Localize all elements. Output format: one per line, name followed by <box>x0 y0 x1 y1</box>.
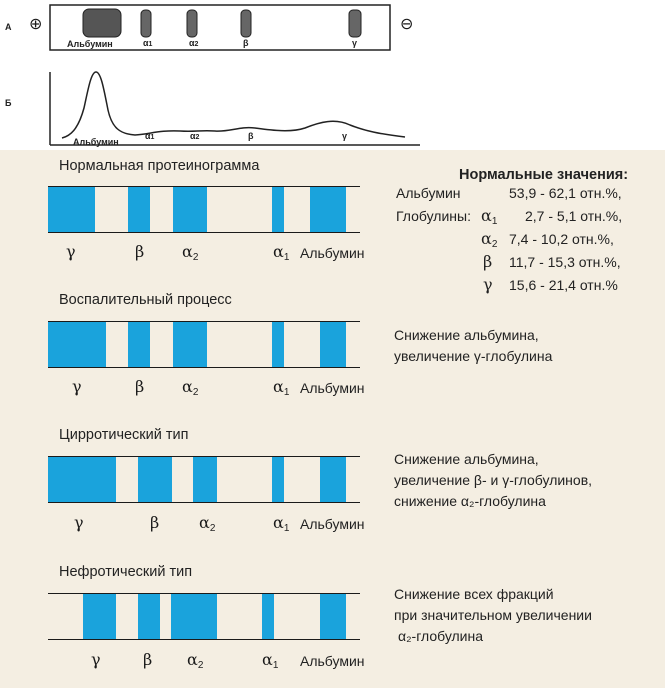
panel-b-alpha2-label: α2 <box>190 131 200 141</box>
pattern-cirrhotic-beta-label: β <box>150 513 160 532</box>
pattern-inflammatory-gamma-label: γ <box>72 377 82 396</box>
pattern-inflammatory-alpha2-label: α2 <box>182 377 199 398</box>
pattern-nephrotic-alpha2-label: α2 <box>187 650 204 671</box>
alpha1-band <box>272 187 284 232</box>
beta-spot <box>240 9 252 38</box>
beta-band <box>138 594 160 639</box>
pattern-cirrhotic-alpha2-label: α2 <box>199 513 216 534</box>
alpha1-band <box>272 322 284 367</box>
pattern-nephrotic-strip <box>48 593 360 640</box>
albumin-band <box>320 594 346 639</box>
panel-b-albumin-label: Альбумин <box>73 137 119 147</box>
densitogram-curve <box>61 71 406 139</box>
pattern-cirrhotic-strip <box>48 456 360 503</box>
gamma-spot <box>348 9 362 38</box>
pattern-cirrhotic-title: Цирротический тип <box>59 427 189 443</box>
minus-icon: ⊖ <box>400 14 414 33</box>
beta-band <box>128 322 150 367</box>
pattern-cirrhotic-description: Снижение альбумина, увеличение β- и γ-гл… <box>394 451 593 509</box>
panel-a-alpha2-label: α2 <box>189 38 199 48</box>
pattern-inflammatory-alpha1-label: α1 <box>273 377 290 398</box>
pattern-normal-albumin-label: Альбумин <box>300 245 365 261</box>
pattern-cirrhotic-alpha1-label: α1 <box>273 513 290 534</box>
gamma-band <box>48 187 95 232</box>
electrophoresis-top-section: А ⊕ ⊖ Альбумин α1 α2 β γ Б Альбумин α1 α… <box>0 0 665 150</box>
pattern-normal-alpha1-label: α1 <box>273 242 290 263</box>
panel-b-gamma-label: γ <box>342 131 348 141</box>
normal-row-alpha1: Глобулины: α1 2,7 - 5,1 отн.%, <box>396 206 623 227</box>
pattern-normal-beta-label: β <box>135 242 145 261</box>
pattern-nephrotic-albumin-label: Альбумин <box>300 653 365 669</box>
plus-icon: ⊕ <box>29 14 43 33</box>
albumin-band <box>320 322 346 367</box>
pattern-normal-strip <box>48 186 360 233</box>
alpha1-spot <box>140 9 152 38</box>
alpha1-band <box>262 594 274 639</box>
pattern-nephrotic-alpha1-label: α1 <box>262 650 279 671</box>
panel-b-beta-label: β <box>248 131 254 141</box>
panel-a-alpha1-label: α1 <box>143 38 153 48</box>
pattern-nephrotic-description: Снижение всех фракций при значительном у… <box>394 586 592 644</box>
panel-a-albumin-label: Альбумин <box>67 39 113 49</box>
panel-a-letter: А <box>5 22 12 32</box>
pattern-inflammatory-title: Воспалительный процесс <box>59 292 232 308</box>
alpha2-band <box>171 594 217 639</box>
gamma-band <box>48 457 116 502</box>
pattern-normal-gamma-label: γ <box>66 242 76 261</box>
pattern-nephrotic-beta-label: β <box>143 650 153 669</box>
pattern-normal-alpha2-label: α2 <box>182 242 199 263</box>
electrophoresis-diagram <box>49 4 420 146</box>
alpha2-band <box>173 187 207 232</box>
alpha2-band <box>173 322 207 367</box>
alpha2-band <box>193 457 217 502</box>
pattern-inflammatory-beta-label: β <box>135 377 145 396</box>
pattern-inflammatory-albumin-label: Альбумин <box>300 380 365 396</box>
electrophoresis-strip-frame <box>49 4 391 51</box>
gamma-band <box>48 322 106 367</box>
normal-row-albumin: Альбумин 53,9 - 62,1 отн.%, <box>396 185 622 201</box>
panel-b-letter: Б <box>5 98 12 108</box>
gamma-band <box>83 594 116 639</box>
panel-a-gamma-label: γ <box>352 38 358 48</box>
albumin-spot <box>82 8 122 38</box>
normal-values-title: Нормальные значения: <box>459 167 629 183</box>
panel-a-beta-label: β <box>243 38 249 48</box>
pattern-nephrotic-title: Нефротический тип <box>59 564 193 580</box>
pattern-cirrhotic-albumin-label: Альбумин <box>300 516 365 532</box>
alpha2-spot <box>186 9 198 38</box>
albumin-band <box>320 457 346 502</box>
beta-band <box>138 457 172 502</box>
alpha1-band <box>272 457 284 502</box>
pattern-inflammatory-description: Снижение альбумина, увеличение γ-глобули… <box>394 327 553 364</box>
pattern-cirrhotic-gamma-label: γ <box>74 513 84 532</box>
beta-band <box>128 187 150 232</box>
albumin-band <box>310 187 346 232</box>
panel-b-alpha1-label: α1 <box>145 131 155 141</box>
pattern-inflammatory-strip <box>48 321 360 368</box>
pattern-nephrotic-gamma-label: γ <box>91 650 101 669</box>
pattern-normal-title: Нормальная протеинограмма <box>59 158 260 174</box>
